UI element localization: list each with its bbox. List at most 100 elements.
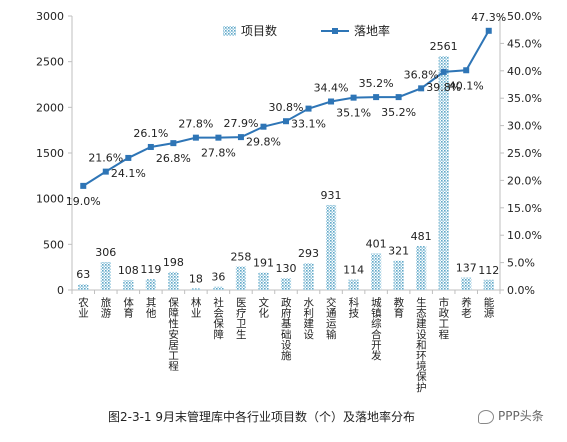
legend-bar-swatch [223, 26, 236, 36]
x-tick-char: 性 [168, 317, 179, 330]
x-tick-char: 综 [371, 317, 382, 330]
rate-value-label: 27.8% [201, 147, 236, 160]
rate-point [328, 98, 335, 105]
rate-point [102, 168, 109, 175]
rate-point [395, 94, 402, 101]
x-tick-char: 源 [484, 307, 495, 320]
x-tick-label: 其他 [146, 297, 157, 320]
x-tick-char: 化 [258, 307, 269, 320]
x-tick-char: 保 [416, 370, 427, 383]
x-tick-char: 卫 [236, 318, 247, 330]
x-tick-char: 保 [213, 317, 224, 330]
left-tick-label: 2000 [36, 101, 64, 114]
x-tick-label: 社会保障 [213, 296, 224, 341]
bar [168, 271, 179, 290]
legend-bar-label: 项目数 [241, 23, 277, 38]
x-tick-char: 输 [326, 328, 337, 341]
bar [213, 286, 224, 290]
left-tick-label: 0 [57, 284, 64, 297]
x-tick-char: 医 [236, 297, 247, 309]
bar-value-label: 130 [276, 262, 297, 275]
x-tick-char: 林 [191, 296, 202, 309]
x-tick-char: 教 [394, 296, 405, 309]
bar-value-label: 18 [189, 272, 203, 285]
x-tick-char: 运 [326, 318, 337, 330]
rate-value-label: 27.8% [178, 118, 213, 131]
bar [100, 262, 111, 290]
x-tick-char: 水 [304, 297, 315, 309]
watermark: PPP头条 [478, 407, 544, 424]
x-tick-label: 生态建设和环境保护 [416, 296, 427, 394]
rate-value-label: 47.3% [471, 11, 506, 24]
bar-value-label: 191 [253, 257, 274, 270]
x-tick-label: 水利建设 [304, 297, 315, 341]
rate-value-label: 30.8% [269, 101, 304, 114]
bar [348, 279, 359, 290]
bar-value-label: 2561 [430, 40, 458, 53]
bar-value-label: 137 [456, 261, 477, 274]
left-tick-label: 1500 [36, 147, 64, 160]
x-tick-char: 环 [416, 350, 427, 362]
bar-value-label: 63 [76, 268, 90, 281]
x-tick-char: 护 [416, 381, 427, 394]
x-tick-char: 生 [236, 328, 247, 341]
x-tick-char: 政 [281, 296, 292, 309]
bar [145, 279, 156, 290]
x-tick-char: 通 [326, 308, 337, 320]
x-tick-char: 疗 [236, 307, 247, 320]
bar [483, 279, 494, 290]
rate-point [283, 118, 289, 125]
x-tick-char: 会 [213, 307, 224, 320]
bar [280, 278, 292, 290]
bar-value-label: 293 [298, 247, 319, 260]
bar-value-label: 112 [478, 264, 499, 277]
x-tick-char: 能 [484, 296, 495, 309]
wechat-icon [478, 409, 494, 424]
bar [325, 204, 337, 290]
x-tick-char: 态 [416, 307, 427, 320]
x-tick-char: 文 [258, 296, 269, 309]
x-tick-char: 保 [168, 296, 179, 309]
rate-value-label: 19.0% [66, 195, 101, 208]
rate-point [260, 123, 267, 130]
right-tick-label: 0.0% [507, 284, 535, 297]
x-tick-char: 养 [461, 296, 472, 309]
x-tick-char: 建 [416, 317, 427, 330]
x-tick-char: 开 [371, 339, 382, 351]
rate-point [125, 154, 132, 161]
rate-point [350, 94, 357, 101]
x-tick-char: 业 [191, 308, 202, 320]
left-tick-label: 1000 [36, 193, 64, 206]
x-tick-char: 工 [168, 350, 179, 362]
bar-value-label: 306 [95, 246, 116, 259]
x-tick-char: 程 [168, 361, 179, 373]
x-tick-char: 居 [168, 339, 179, 351]
rate-point [440, 68, 447, 75]
x-tick-char: 农 [78, 296, 89, 309]
rate-point [463, 67, 470, 74]
watermark-text: PPP头条 [498, 409, 544, 423]
rate-value-label: 40.1% [449, 79, 484, 92]
right-tick-label: 20.0% [507, 174, 542, 187]
x-tick-char: 育 [123, 307, 134, 320]
right-tick-label: 30.0% [507, 120, 542, 133]
x-tick-label: 医疗卫生 [236, 297, 247, 341]
x-tick-label: 农业 [78, 296, 89, 320]
bar-value-label: 119 [140, 263, 161, 276]
bar [416, 246, 427, 290]
x-tick-label: 市政工程 [439, 296, 450, 341]
x-tick-label: 科技 [349, 296, 360, 320]
x-tick-char: 育 [394, 307, 405, 320]
bar-value-label: 114 [343, 264, 364, 277]
rate-point [147, 143, 154, 150]
x-tick-char: 市 [439, 296, 450, 309]
x-tick-char: 科 [349, 296, 360, 309]
rate-value-label: 39.8% [426, 81, 461, 94]
rate-value-label: 21.6% [88, 152, 123, 165]
legend-line-label: 落地率 [354, 23, 390, 38]
bar [190, 288, 201, 290]
bar-value-label: 108 [118, 264, 139, 277]
legend-line-marker [332, 28, 338, 34]
x-tick-char: 安 [168, 328, 179, 341]
